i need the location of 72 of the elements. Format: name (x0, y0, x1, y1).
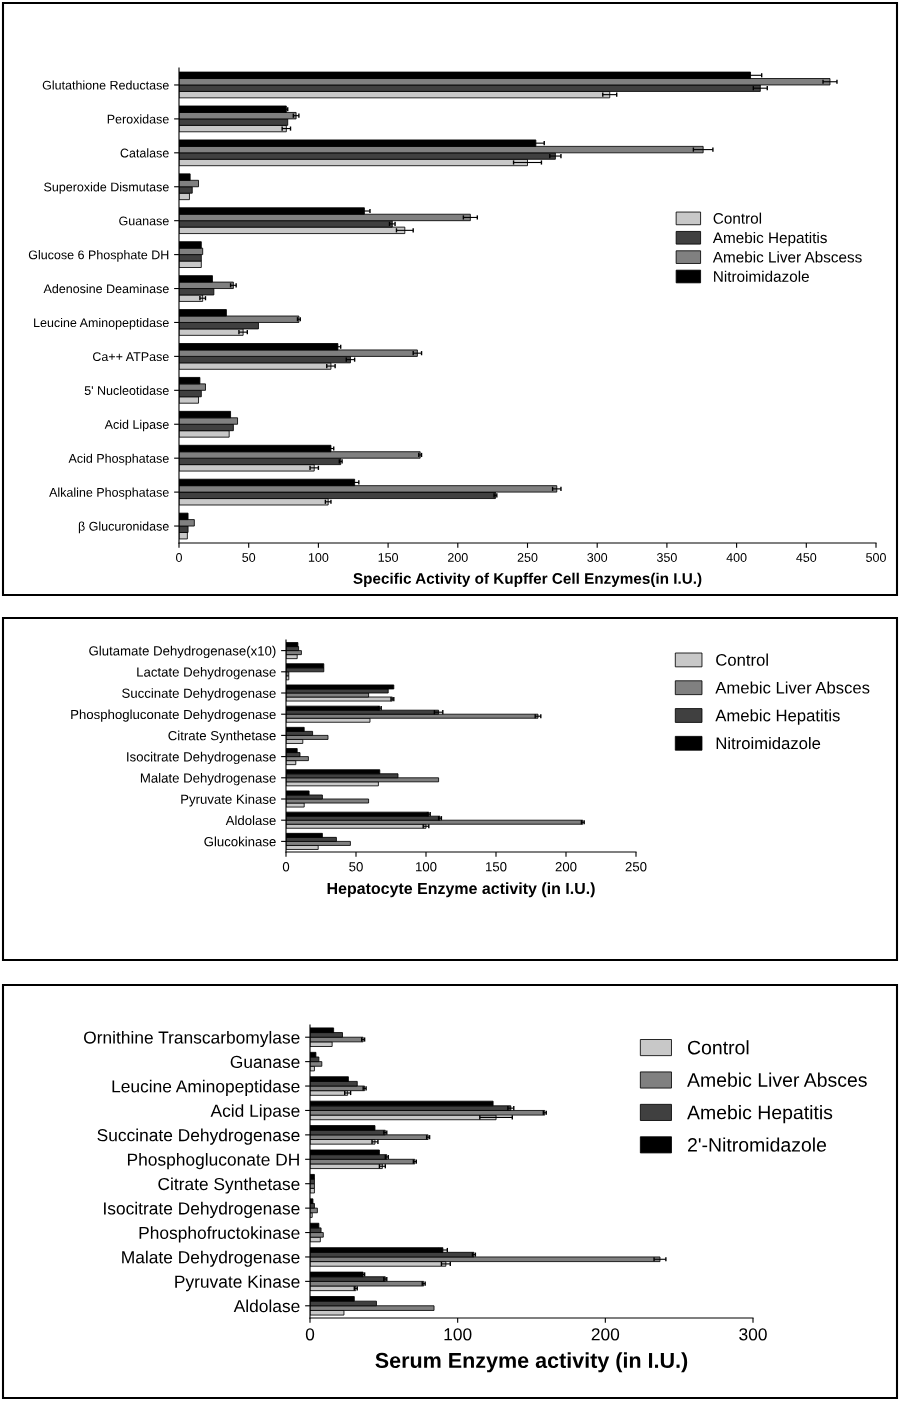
x-tick-label: 100 (416, 862, 437, 872)
x-tick-label: 250 (517, 553, 538, 562)
y-tick-label: Glutamate Dehydrogenase(x10) (89, 645, 276, 659)
y-tick-label: Aldolase (225, 815, 276, 826)
legend-label: Amebic Hepatitis (687, 1105, 833, 1124)
x-tick-label: 0 (305, 1328, 315, 1341)
legend-label: Control (716, 653, 768, 666)
legend-label: Amebic Liver Absces (687, 1072, 867, 1087)
legend-label: Amebic Liver Absces (715, 681, 870, 694)
y-tick-label: Pyruvate Kinase (175, 1275, 300, 1292)
y-tick-label: Malate Dehydrogenase (122, 1250, 300, 1267)
y-tick-label: Phosphogluconate DH (127, 1153, 299, 1170)
y-tick-label: Peroxidase (107, 114, 169, 124)
y-tick-label: Leucine Aminopeptidase (112, 1079, 300, 1096)
x-axis-title: Specific Activity of Kupffer Cell Enzymes(in I.U.) (353, 572, 702, 587)
x-tick-label: 50 (349, 862, 363, 872)
y-tick-label: Phosphogluconate Dehydrogenase (71, 709, 276, 722)
y-tick-label: β Glucuronidase (78, 521, 169, 534)
y-tick-label: Acid Phosphatase (68, 453, 169, 466)
x-axis-title: Hepatocyte Enzyme activity (in I.U.) (327, 882, 595, 898)
y-tick-label: Pyruvate Kinase (181, 794, 276, 807)
y-tick-label: Isocitrate Dehydrogenase (104, 1201, 300, 1219)
y-tick-label: Citrate Synthetase (168, 730, 276, 743)
legend-label: Control (713, 212, 762, 224)
y-tick-label: Adenosine Deaminase (43, 284, 169, 294)
x-tick-label: 350 (656, 553, 677, 562)
x-tick-label: 150 (486, 862, 507, 872)
legend-label: Amebic Hepatitis (712, 231, 827, 247)
y-tick-label: Acid Lipase (210, 1104, 300, 1121)
y-tick-label: Glutathione Reductase (42, 80, 169, 90)
x-tick-label: 500 (866, 553, 886, 562)
y-tick-label: Lactate Dehydrogenase (137, 667, 276, 680)
y-tick-label: Guanase (230, 1055, 300, 1069)
x-tick-label: 50 (242, 553, 256, 562)
x-tick-label: 200 (555, 862, 577, 872)
y-tick-label: Ca++ ATPase (93, 352, 169, 362)
x-tick-label: 250 (625, 862, 647, 872)
y-tick-label: Superoxide Dismutase (44, 182, 169, 194)
y-tick-label: Glucose 6 Phosphate DH (28, 250, 169, 262)
legend-label: Nitroimidazole (714, 270, 809, 282)
x-tick-label: 200 (448, 553, 468, 562)
y-tick-label: Leucine Aminopeptidase (34, 317, 169, 330)
y-tick-label: Aldolase (233, 1299, 300, 1313)
x-tick-label: 0 (176, 553, 182, 562)
x-tick-label: 150 (378, 553, 399, 562)
y-tick-label: Ornithine Transcarbomylase (84, 1030, 300, 1048)
y-tick-label: Acid Lipase (104, 419, 169, 432)
y-tick-label: Alkaline Phosphatase (49, 487, 169, 500)
y-tick-label: Glucokinase (204, 836, 276, 847)
y-tick-label: Citrate Synthetase (158, 1177, 300, 1194)
legend-label: 2'-Nitromidazole (688, 1137, 827, 1152)
x-tick-label: 200 (591, 1328, 620, 1341)
y-tick-label: Malate Dehydrogenase (140, 773, 276, 786)
y-tick-label: Succinate Dehydrogenase (97, 1128, 300, 1145)
legend-label: Control (688, 1040, 749, 1055)
y-tick-label: Succinate Dehydrogenase (122, 688, 276, 701)
x-tick-label: 100 (444, 1328, 472, 1341)
x-tick-label: 100 (308, 553, 329, 562)
x-axis-title: Serum Enzyme activity (in I.U.) (375, 1352, 688, 1373)
x-tick-label: 450 (796, 553, 817, 562)
y-tick-label: Phosphofructokinase (139, 1226, 300, 1243)
x-tick-label: 0 (282, 862, 290, 872)
legend-label: Nitroimidazole (716, 736, 821, 750)
y-tick-label: Isocitrate Dehydrogenase (127, 751, 276, 765)
legend-label: Amebic Hepatitis (715, 709, 840, 725)
x-tick-label: 300 (739, 1328, 767, 1341)
legend-label: Amebic Liver Abscess (712, 251, 862, 263)
y-tick-label: 5' Nucleotidase (84, 385, 169, 395)
x-tick-label: 300 (587, 553, 608, 562)
y-tick-label: Catalase (120, 148, 169, 158)
y-tick-label: Guanase (119, 216, 169, 226)
x-tick-label: 400 (726, 553, 747, 562)
